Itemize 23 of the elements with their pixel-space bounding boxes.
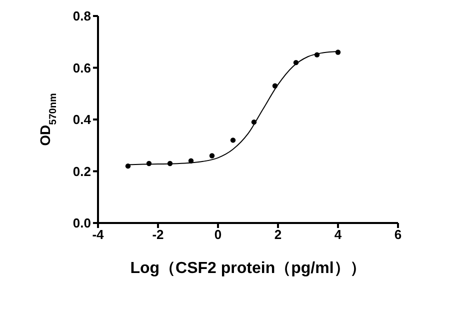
point <box>146 160 152 166</box>
x-axis-title: Log（CSF2 protein（pg/ml）） <box>130 260 366 277</box>
x-tick-label: 6 <box>394 227 402 242</box>
y-tick-label: 0.2 <box>72 164 91 179</box>
point <box>230 138 236 143</box>
x-tick-label: -4 <box>92 227 105 242</box>
y-tick-label: 0.4 <box>72 112 92 128</box>
y-tick-label: 0.8 <box>72 8 91 24</box>
point <box>167 160 173 166</box>
point <box>209 153 215 158</box>
point <box>188 158 194 164</box>
x-tick-label: 0 <box>214 227 222 242</box>
point <box>251 119 257 125</box>
point <box>293 60 299 66</box>
point <box>125 163 131 169</box>
y-tick-label: 0.0 <box>72 216 91 231</box>
y-tick-label: 0.6 <box>72 60 91 76</box>
x-tick-label: 2 <box>274 227 282 242</box>
point <box>335 50 341 55</box>
point <box>272 83 278 88</box>
x-tick-label: 4 <box>334 227 342 242</box>
x-tick-label: -2 <box>152 227 164 242</box>
point <box>314 52 320 58</box>
